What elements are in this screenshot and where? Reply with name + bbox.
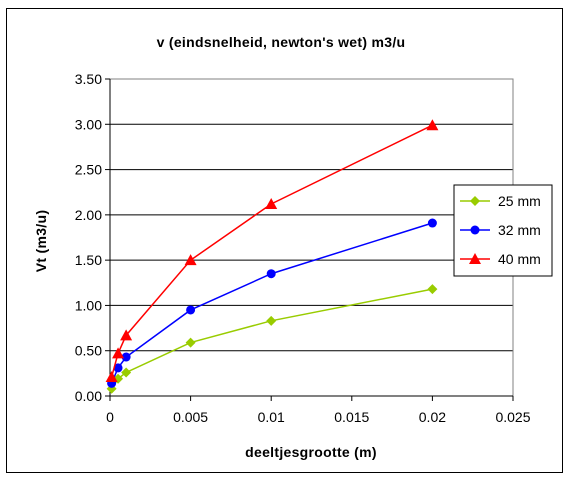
legend: 25 mm 32 mm 40 mm — [453, 184, 553, 277]
x-axis-label: deeltjesgrootte (m) — [245, 444, 377, 460]
data-point — [120, 329, 133, 341]
x-tick-label: 0 — [106, 409, 114, 425]
series-1 — [106, 284, 438, 394]
chart-title: v (eindsnelheid, newton's wet) m3/u — [157, 34, 406, 50]
data-point — [112, 347, 125, 359]
y-tick-label: 3.00 — [75, 116, 102, 132]
y-axis-label: Vt (m3/u) — [33, 210, 49, 273]
data-point — [427, 218, 437, 228]
y-tick-label: 3.50 — [75, 71, 102, 87]
y-tick-label: 2.50 — [75, 162, 102, 178]
y-tick-label: 0.00 — [75, 388, 102, 404]
legend-label: 40 mm — [498, 251, 541, 267]
series-line — [110, 288, 433, 390]
series-layer — [105, 119, 439, 394]
series-3 — [105, 119, 439, 382]
data-point — [427, 284, 438, 295]
data-point — [265, 197, 278, 209]
x-tick-label: 0.01 — [258, 409, 285, 425]
x-tick-label: 0.015 — [334, 409, 369, 425]
x-tick-label: 0.005 — [173, 409, 208, 425]
data-point — [184, 254, 197, 266]
data-point — [105, 370, 118, 382]
y-tick-label: 2.00 — [75, 207, 102, 223]
data-point — [185, 337, 196, 348]
axes: 0.00 0.50 1.00 1.50 2.00 2.50 3.00 3.50 0 0.005 0.… — [75, 71, 531, 425]
legend-swatch-marker — [470, 225, 480, 235]
grid-lines — [110, 78, 513, 352]
x-tick-label: 0.02 — [419, 409, 446, 425]
x-tick-label: 0.025 — [495, 409, 530, 425]
legend-swatch-marker — [469, 253, 481, 264]
legend-item: 32 mm — [460, 222, 541, 238]
y-tick-label: 0.50 — [75, 343, 102, 359]
data-point — [113, 363, 123, 373]
data-point — [266, 315, 277, 326]
plot-area — [109, 78, 514, 397]
data-point — [426, 119, 439, 131]
legend-label: 32 mm — [498, 222, 541, 238]
data-point — [266, 269, 276, 279]
series-line — [110, 222, 433, 384]
data-point — [121, 352, 131, 362]
legend-label: 25 mm — [498, 193, 541, 209]
legend-item: 25 mm — [460, 193, 541, 209]
legend-swatch-marker — [470, 196, 480, 206]
legend-item: 40 mm — [460, 251, 541, 267]
y-tick-label: 1.50 — [75, 252, 102, 268]
data-point — [186, 305, 196, 315]
series-line — [110, 124, 433, 378]
series-2 — [107, 218, 437, 388]
data-point — [121, 367, 132, 378]
y-tick-label: 1.00 — [75, 297, 102, 313]
